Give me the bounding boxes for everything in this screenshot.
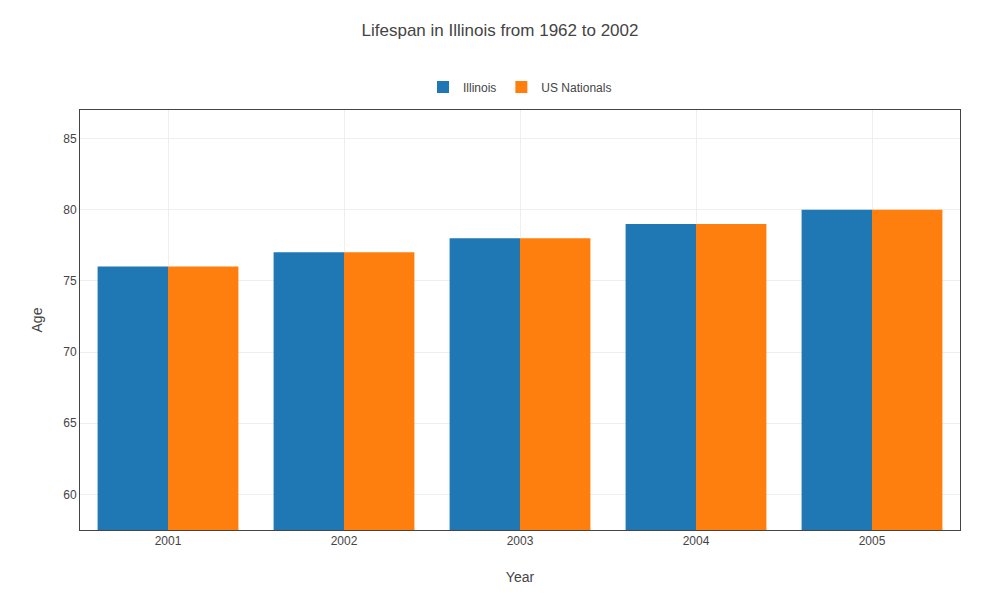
svg-text:2002: 2002 — [331, 534, 358, 548]
svg-text:60: 60 — [63, 488, 77, 502]
svg-text:Illinois: Illinois — [463, 81, 496, 95]
svg-text:Lifespan in Illinois from 1962: Lifespan in Illinois from 1962 to 2002 — [362, 21, 639, 40]
svg-text:Year: Year — [506, 569, 535, 585]
svg-text:2004: 2004 — [683, 534, 710, 548]
svg-text:75: 75 — [63, 274, 77, 288]
svg-text:80: 80 — [63, 203, 77, 217]
svg-text:70: 70 — [63, 345, 77, 359]
svg-text:2005: 2005 — [859, 534, 886, 548]
svg-text:US Nationals: US Nationals — [541, 81, 611, 95]
svg-text:2003: 2003 — [507, 534, 534, 548]
svg-text:85: 85 — [63, 132, 77, 146]
svg-text:65: 65 — [63, 416, 77, 430]
svg-text:2001: 2001 — [155, 534, 182, 548]
svg-text:Age: Age — [29, 307, 45, 332]
